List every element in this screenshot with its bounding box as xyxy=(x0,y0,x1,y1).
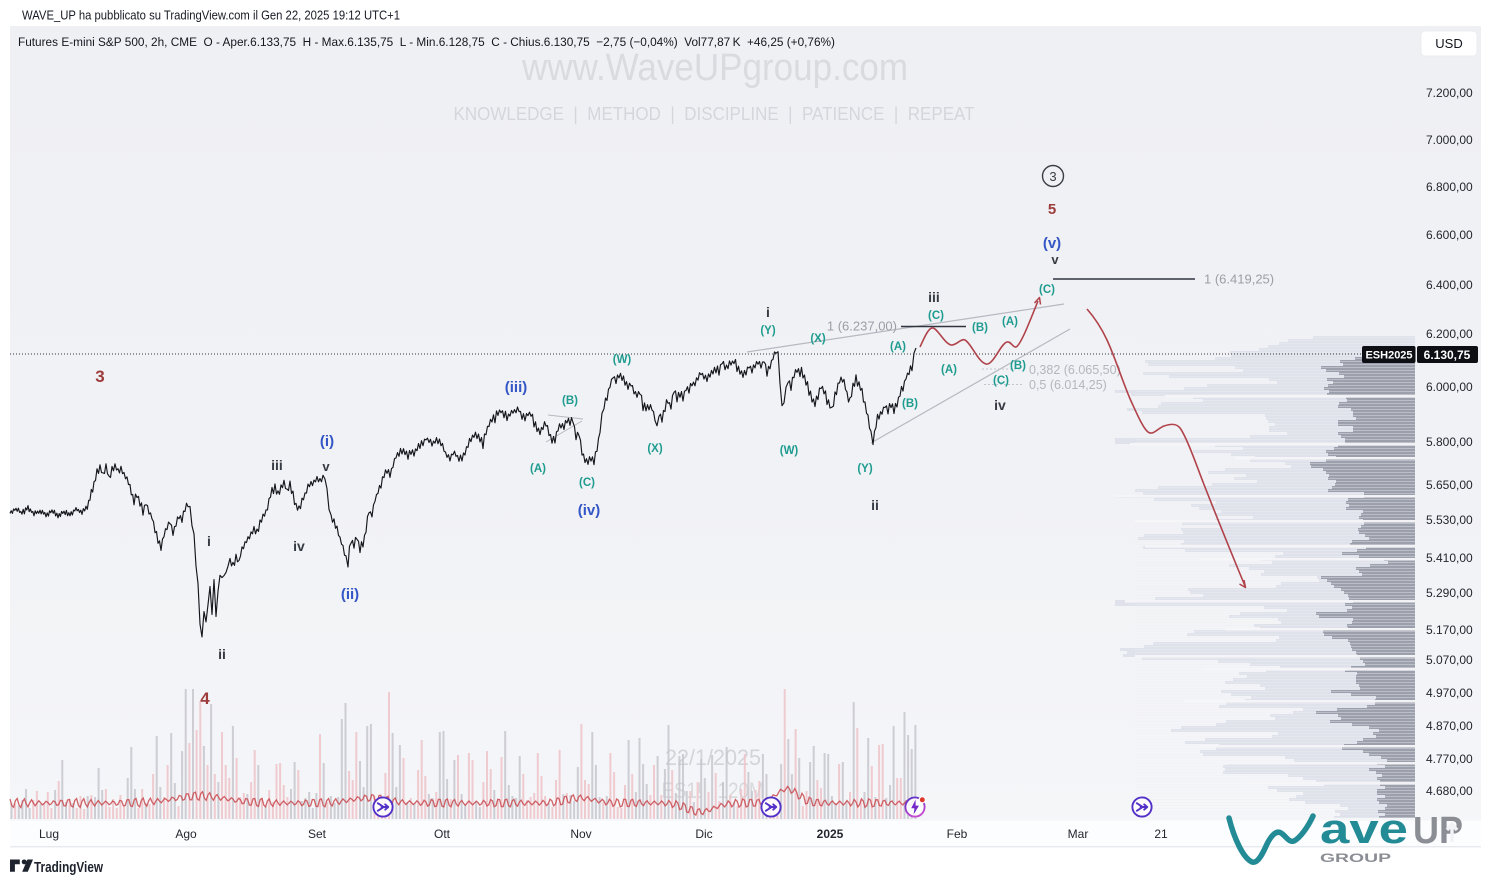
svg-text:iv: iv xyxy=(994,397,1006,413)
svg-text:5.530,00: 5.530,00 xyxy=(1426,513,1473,527)
svg-text:4.870,00: 4.870,00 xyxy=(1426,719,1473,733)
svg-text:6.600,00: 6.600,00 xyxy=(1426,228,1473,242)
svg-text:Feb: Feb xyxy=(947,827,968,841)
svg-text:(C): (C) xyxy=(993,375,1009,387)
svg-text:0,382 (6.065,50): 0,382 (6.065,50) xyxy=(1029,363,1121,377)
svg-text:(X): (X) xyxy=(810,333,826,345)
svg-text:i: i xyxy=(766,304,770,320)
svg-text:5.410,00: 5.410,00 xyxy=(1426,551,1473,565)
svg-text:TradingView: TradingView xyxy=(34,859,103,876)
svg-text:5.650,00: 5.650,00 xyxy=(1426,478,1473,492)
svg-text:7.200,00: 7.200,00 xyxy=(1426,86,1473,100)
svg-text:Dic: Dic xyxy=(695,827,712,841)
svg-text:v: v xyxy=(1051,252,1059,267)
svg-text:(Y): (Y) xyxy=(760,325,776,337)
svg-text:1 (6.419,25): 1 (6.419,25) xyxy=(1204,272,1274,287)
svg-text:6.000,00: 6.000,00 xyxy=(1426,380,1473,394)
svg-text:(A): (A) xyxy=(941,364,957,376)
svg-text:KNOWLEDGE | METHOD | DISCI: KNOWLEDGE | METHOD | DISCIPLINE | PATIEN… xyxy=(454,103,975,124)
svg-text:Ott: Ott xyxy=(434,827,451,841)
svg-text:(ii): (ii) xyxy=(341,586,359,603)
svg-text:0,5 (6.014,25): 0,5 (6.014,25) xyxy=(1029,378,1107,392)
svg-text:5.290,00: 5.290,00 xyxy=(1426,586,1473,600)
svg-text:(C): (C) xyxy=(579,477,595,489)
svg-text:5.170,00: 5.170,00 xyxy=(1426,623,1473,637)
svg-text:USD: USD xyxy=(1435,36,1462,51)
svg-text:ii: ii xyxy=(871,497,879,513)
svg-text:5.800,00: 5.800,00 xyxy=(1426,435,1473,449)
svg-text:2025: 2025 xyxy=(817,827,844,841)
svg-text:UP: UP xyxy=(1413,810,1463,852)
svg-text:(A): (A) xyxy=(1002,316,1018,328)
svg-text:(B): (B) xyxy=(902,398,918,410)
svg-text:3: 3 xyxy=(95,367,104,386)
svg-text:(A): (A) xyxy=(530,463,546,475)
svg-text:www.WaveUPgroup.com: www.WaveUPgroup.com xyxy=(521,47,908,89)
svg-text:(B): (B) xyxy=(562,395,578,407)
svg-text:iv: iv xyxy=(293,538,305,554)
svg-text:6.200,00: 6.200,00 xyxy=(1426,327,1473,341)
svg-text:Lug: Lug xyxy=(39,827,59,841)
svg-text:(C): (C) xyxy=(928,310,944,322)
svg-text:6.800,00: 6.800,00 xyxy=(1426,180,1473,194)
svg-text:5: 5 xyxy=(1048,201,1056,218)
svg-text:WAVE_UP ha pubblicato su Tradi: WAVE_UP ha pubblicato su TradingView.com… xyxy=(22,8,400,23)
svg-text:iii: iii xyxy=(928,289,940,305)
svg-text:v: v xyxy=(322,459,330,474)
svg-text:ii: ii xyxy=(218,646,226,662)
svg-text:(B): (B) xyxy=(1010,360,1026,372)
svg-text:Nov: Nov xyxy=(570,827,591,841)
svg-text:GROUP: GROUP xyxy=(1320,853,1392,865)
svg-text:1 (6.237,00): 1 (6.237,00) xyxy=(827,319,897,334)
svg-text:(W): (W) xyxy=(613,354,632,366)
svg-text:(W): (W) xyxy=(780,445,799,457)
svg-text:ave: ave xyxy=(1320,805,1408,852)
svg-text:i: i xyxy=(207,533,211,549)
svg-text:Mar: Mar xyxy=(1068,827,1089,841)
svg-text:4.970,00: 4.970,00 xyxy=(1426,686,1473,700)
svg-text:4.680,00: 4.680,00 xyxy=(1426,784,1473,798)
svg-text:ESH2025: ESH2025 xyxy=(1365,350,1412,362)
svg-text:Set: Set xyxy=(308,827,327,841)
svg-text:21: 21 xyxy=(1154,827,1168,841)
svg-text:4.770,00: 4.770,00 xyxy=(1426,752,1473,766)
svg-text:4: 4 xyxy=(200,689,210,708)
svg-text:(B): (B) xyxy=(972,322,988,334)
svg-text:(X): (X) xyxy=(647,443,663,455)
svg-text:(A): (A) xyxy=(890,341,906,353)
svg-text:(Y): (Y) xyxy=(857,463,873,475)
svg-text:(C): (C) xyxy=(1039,284,1055,296)
svg-text:(i): (i) xyxy=(320,433,334,450)
svg-text:7.000,00: 7.000,00 xyxy=(1426,133,1473,147)
svg-text:(v): (v) xyxy=(1043,235,1061,252)
svg-text:6.400,00: 6.400,00 xyxy=(1426,278,1473,292)
svg-text:(iii): (iii) xyxy=(505,379,528,396)
svg-text:6.130,75: 6.130,75 xyxy=(1424,348,1471,362)
svg-text:iii: iii xyxy=(271,457,283,473)
svg-text:3: 3 xyxy=(1049,169,1056,184)
svg-text:Futures E-mini S&P 500, 2h, CM: Futures E-mini S&P 500, 2h, CME O - Aper… xyxy=(18,35,835,49)
svg-text:Ago: Ago xyxy=(175,827,197,841)
svg-text:5.070,00: 5.070,00 xyxy=(1426,653,1473,667)
svg-text:(iv): (iv) xyxy=(578,502,601,519)
